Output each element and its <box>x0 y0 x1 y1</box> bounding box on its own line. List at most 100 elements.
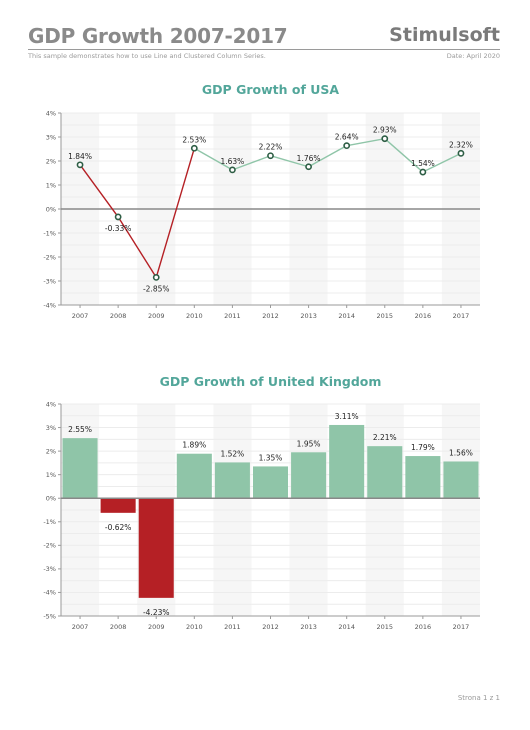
data-point <box>381 135 389 143</box>
data-label: 1.56% <box>449 448 473 457</box>
x-tick-label: 2016 <box>415 623 432 631</box>
x-tick-label: 2007 <box>72 312 89 320</box>
y-tick-label: 1% <box>46 181 56 189</box>
report-subtitle: This sample demonstrates how to use Line… <box>28 52 266 60</box>
data-label: 1.89% <box>182 441 206 450</box>
line-segment <box>422 152 462 173</box>
y-tick-label: 1% <box>46 471 56 479</box>
data-point <box>76 161 84 169</box>
y-tick-label: -4% <box>43 589 56 597</box>
bar <box>62 438 98 499</box>
data-label: 2.21% <box>373 433 397 442</box>
x-tick-label: 2008 <box>110 312 127 320</box>
data-point <box>343 142 351 150</box>
bar <box>138 498 174 598</box>
data-point <box>267 152 274 160</box>
line-segment <box>384 138 424 173</box>
bar <box>100 498 136 513</box>
data-point <box>114 213 122 221</box>
data-label: 2.55% <box>68 425 92 434</box>
x-tick-label: 2009 <box>148 623 165 631</box>
x-tick-label: 2014 <box>338 623 355 631</box>
bar <box>443 461 479 499</box>
data-point <box>457 149 465 157</box>
bar <box>329 424 365 499</box>
x-tick-label: 2017 <box>453 312 470 320</box>
data-point <box>229 166 236 174</box>
data-point <box>152 273 160 281</box>
report-title: GDP Growth 2007-2017 <box>28 24 288 48</box>
y-tick-label: 4% <box>46 109 56 117</box>
data-point <box>419 168 427 176</box>
bar <box>214 462 250 499</box>
x-tick-label: 2008 <box>110 623 127 631</box>
line-segment <box>232 155 271 171</box>
y-tick-label: -3% <box>43 277 56 285</box>
data-label: 2.53% <box>182 135 206 144</box>
data-label: 1.35% <box>259 453 283 462</box>
data-label: 2.22% <box>259 143 283 152</box>
x-tick-label: 2014 <box>338 312 355 320</box>
data-label: 1.95% <box>297 439 321 448</box>
y-tick-label: 2% <box>46 157 56 165</box>
line-segment <box>308 145 348 168</box>
y-tick-label: 3% <box>46 424 56 432</box>
y-tick-label: -1% <box>43 229 56 237</box>
data-label: 1.54% <box>411 159 435 168</box>
y-tick-label: 0% <box>46 205 56 213</box>
x-tick-label: 2017 <box>453 623 470 631</box>
brand-name: Stimulsoft <box>389 24 500 46</box>
x-tick-label: 2015 <box>376 623 393 631</box>
y-tick-label: -5% <box>43 612 56 620</box>
data-label: 1.79% <box>411 443 435 452</box>
x-tick-label: 2012 <box>262 312 279 320</box>
data-label: 2.32% <box>449 140 473 149</box>
y-tick-label: -2% <box>43 542 56 550</box>
data-label: 1.52% <box>220 449 244 458</box>
data-label: -0.62% <box>105 523 132 532</box>
x-tick-label: 2012 <box>262 623 279 631</box>
data-label: 1.76% <box>297 154 321 163</box>
line-segment <box>346 137 385 147</box>
data-label: 1.63% <box>220 157 244 166</box>
data-label: -0.33% <box>105 224 132 233</box>
x-tick-label: 2011 <box>224 312 241 320</box>
y-tick-label: -3% <box>43 565 56 573</box>
data-point <box>190 144 198 152</box>
chart-title: GDP Growth of United Kingdom <box>160 374 382 389</box>
x-tick-label: 2016 <box>415 312 432 320</box>
header-divider <box>28 49 500 50</box>
chart-title: GDP Growth of USA <box>202 82 339 97</box>
data-label: -2.85% <box>143 284 170 293</box>
x-tick-label: 2007 <box>72 623 89 631</box>
data-point <box>305 163 312 171</box>
y-tick-label: -4% <box>43 301 56 309</box>
data-label: 2.64% <box>335 133 359 142</box>
x-tick-label: 2010 <box>186 312 203 320</box>
line-segment <box>79 164 119 218</box>
x-tick-label: 2011 <box>224 623 241 631</box>
bar <box>291 452 327 499</box>
x-tick-label: 2013 <box>300 623 317 631</box>
page-number: Strona 1 z 1 <box>457 694 500 702</box>
y-tick-label: -1% <box>43 518 56 526</box>
line-segment <box>193 147 233 171</box>
y-tick-label: -2% <box>43 253 56 261</box>
data-label: 1.84% <box>68 152 92 161</box>
bar <box>252 466 289 499</box>
report-date: Date: April 2020 <box>446 52 500 60</box>
data-label: 3.11% <box>335 412 359 421</box>
bar <box>405 456 441 499</box>
line-segment <box>270 155 309 168</box>
line-segment <box>155 148 195 278</box>
bar <box>367 446 403 499</box>
x-tick-label: 2015 <box>376 312 393 320</box>
bar <box>176 453 212 499</box>
y-tick-label: 3% <box>46 133 56 141</box>
y-tick-label: 2% <box>46 447 56 455</box>
x-tick-label: 2013 <box>300 312 317 320</box>
data-label: 2.93% <box>373 126 397 135</box>
y-tick-label: 0% <box>46 495 56 503</box>
